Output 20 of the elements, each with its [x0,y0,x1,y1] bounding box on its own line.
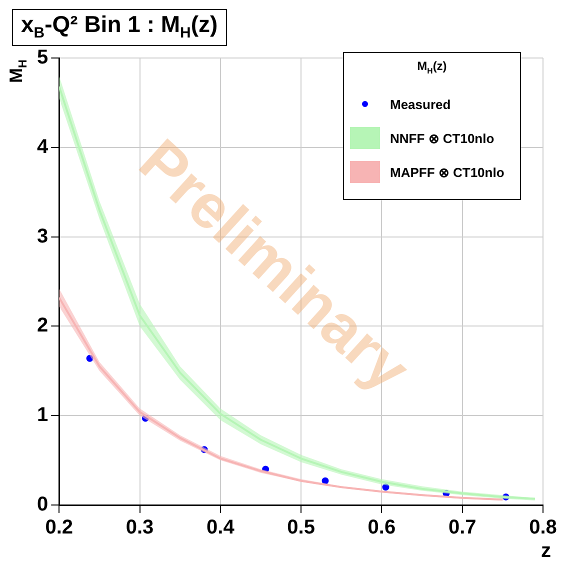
x-tick-label: 0.2 [45,516,74,539]
x-tick-label: 0.8 [529,516,557,539]
y-tick-label: 1 [37,404,48,426]
x-tick-label: 0.3 [126,516,154,539]
x-tick-label: 0.6 [368,516,396,539]
y-tick-label: 3 [37,225,48,248]
y-tick-label: 4 [37,136,49,158]
x-tick-label: 0.5 [287,516,315,539]
point [322,477,329,484]
legend-label: Measured [390,96,451,112]
x-tick-label: 0.4 [206,516,236,539]
legend-title: M$_{H}$(z) [416,59,448,76]
x-tick-label: 0.7 [448,516,476,539]
y-tick-label: 2 [37,314,48,337]
y-tick-label: 0 [37,494,48,516]
y-tick-label: 5 [37,46,48,69]
chart-title: x$_{B}$-Q² Bin 1 : M$_{H}$(z) [12,9,227,46]
x-axis-title: z [541,540,551,563]
point [382,484,390,491]
point [86,354,94,362]
